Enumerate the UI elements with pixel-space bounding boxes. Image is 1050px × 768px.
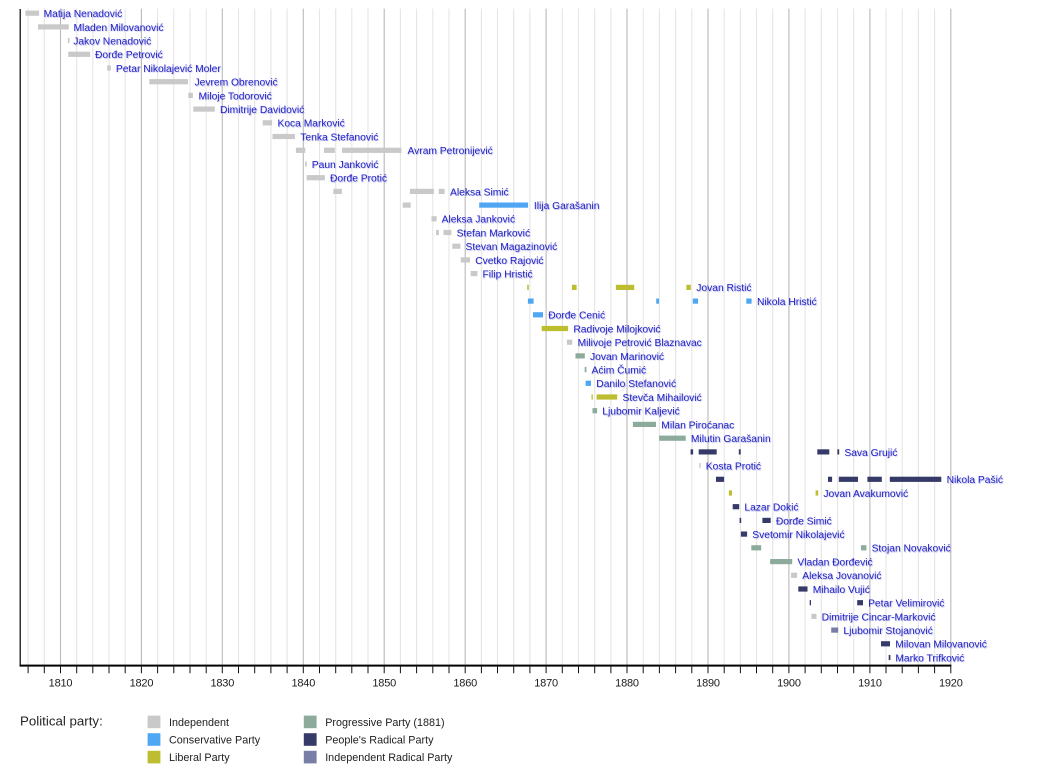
svg-text:Cvetko Rajović: Cvetko Rajović xyxy=(475,256,543,267)
svg-text:Radivoje Milojković: Radivoje Milojković xyxy=(573,324,660,335)
svg-text:Stevan Magazinović: Stevan Magazinović xyxy=(466,242,558,253)
svg-text:1880: 1880 xyxy=(615,678,639,690)
svg-text:Aćim Čumić: Aćim Čumić xyxy=(592,364,647,377)
svg-text:Koca Marković: Koca Marković xyxy=(278,119,345,130)
svg-text:Ljubomir Kaljević: Ljubomir Kaljević xyxy=(602,407,679,418)
svg-text:Paun Janković: Paun Janković xyxy=(312,160,379,171)
svg-text:Lazar Dokić: Lazar Dokić xyxy=(744,503,798,514)
svg-text:Vladan Đorđević: Vladan Đorđević xyxy=(797,558,872,569)
svg-text:Matija Nenadović: Matija Nenadović xyxy=(44,9,123,20)
svg-text:Ilija Garašanin: Ilija Garašanin xyxy=(534,201,600,212)
svg-text:Milan Piroćanac: Milan Piroćanac xyxy=(661,420,734,431)
svg-text:Filip Hristić: Filip Hristić xyxy=(483,270,533,281)
svg-text:Dimitrije Cincar-Marković: Dimitrije Cincar-Marković xyxy=(822,612,936,623)
svg-text:Milivoje Petrović Blaznavac: Milivoje Petrović Blaznavac xyxy=(578,338,702,349)
svg-text:1900: 1900 xyxy=(777,678,801,690)
svg-text:Stevča Mihailović: Stevča Mihailović xyxy=(623,393,702,404)
svg-text:Jovan Marinović: Jovan Marinović xyxy=(590,352,664,363)
svg-text:Jevrem Obrenović: Jevrem Obrenović xyxy=(195,78,278,89)
svg-text:Ljubomir Stojanović: Ljubomir Stojanović xyxy=(843,626,932,637)
svg-text:Milutin Garašanin: Milutin Garašanin xyxy=(691,434,771,445)
svg-text:Tenka Stefanović: Tenka Stefanović xyxy=(300,132,378,143)
svg-text:Đorđe Cenić: Đorđe Cenić xyxy=(548,311,605,322)
svg-text:Petar Velimirović: Petar Velimirović xyxy=(868,599,944,610)
svg-text:1860: 1860 xyxy=(453,678,477,690)
svg-text:Jovan Ristić: Jovan Ristić xyxy=(696,283,751,294)
svg-text:1890: 1890 xyxy=(696,678,720,690)
svg-text:Jovan Avakumović: Jovan Avakumović xyxy=(823,489,908,500)
svg-text:Nikola Hristić: Nikola Hristić xyxy=(757,297,817,308)
svg-text:Aleksa Simić: Aleksa Simić xyxy=(450,187,509,198)
svg-text:1870: 1870 xyxy=(534,678,558,690)
svg-text:Miloje Todorović: Miloje Todorović xyxy=(199,91,272,102)
svg-text:Kosta Protić: Kosta Protić xyxy=(706,462,761,473)
svg-text:Milovan Milovanović: Milovan Milovanović xyxy=(895,640,987,651)
svg-text:Progressive Party (1881): Progressive Party (1881) xyxy=(325,717,444,729)
svg-text:Political party:: Political party: xyxy=(20,714,103,729)
svg-text:1850: 1850 xyxy=(372,678,396,690)
svg-text:Marko Trifković: Marko Trifković xyxy=(895,653,964,664)
svg-text:Aleksa Janković: Aleksa Janković xyxy=(442,215,515,226)
svg-text:1810: 1810 xyxy=(49,678,73,690)
svg-text:Avram Petronijević: Avram Petronijević xyxy=(408,146,493,157)
svg-text:Đorđe Simić: Đorđe Simić xyxy=(776,516,832,527)
svg-text:1820: 1820 xyxy=(130,678,154,690)
svg-text:Nikola Pašić: Nikola Pašić xyxy=(947,475,1003,486)
svg-text:Danilo Stefanović: Danilo Stefanović xyxy=(596,379,676,390)
svg-text:Stojan Novaković: Stojan Novaković xyxy=(872,544,951,555)
svg-text:Mihailo Vujić: Mihailo Vujić xyxy=(813,585,870,596)
svg-text:Independent: Independent xyxy=(169,717,229,729)
svg-text:Svetomir Nikolajević: Svetomir Nikolajević xyxy=(752,530,844,541)
svg-text:Đorđe Protić: Đorđe Protić xyxy=(330,174,387,185)
svg-text:Liberal Party: Liberal Party xyxy=(169,752,230,764)
svg-text:Sava Grujić: Sava Grujić xyxy=(844,448,897,459)
svg-text:People's Radical Party: People's Radical Party xyxy=(325,735,434,747)
svg-text:Mladen Milovanović: Mladen Milovanović xyxy=(74,23,164,34)
svg-text:1830: 1830 xyxy=(210,678,234,690)
svg-text:Independent Radical Party: Independent Radical Party xyxy=(325,752,453,764)
svg-text:Conservative Party: Conservative Party xyxy=(169,735,261,747)
svg-text:Dimitrije Davidović: Dimitrije Davidović xyxy=(220,105,304,116)
svg-text:Petar Nikolajević Moler: Petar Nikolajević Moler xyxy=(116,64,221,75)
svg-text:1920: 1920 xyxy=(939,678,963,690)
svg-text:1840: 1840 xyxy=(291,678,315,690)
svg-text:Stefan Marković: Stefan Marković xyxy=(457,228,530,239)
svg-text:Đorđe Petrović: Đorđe Petrović xyxy=(95,50,163,61)
svg-text:1910: 1910 xyxy=(858,678,882,690)
svg-text:Aleksa Jovanović: Aleksa Jovanović xyxy=(802,571,881,582)
svg-text:Jakov Nenadović: Jakov Nenadović xyxy=(73,37,151,48)
